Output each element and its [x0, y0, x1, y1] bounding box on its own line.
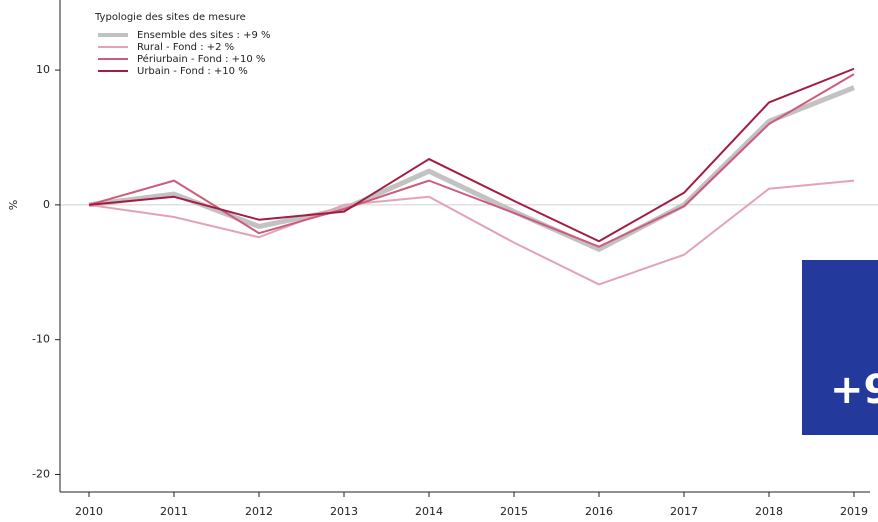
- y-tick-label: 10: [36, 63, 50, 76]
- legend-label: Urbain - Fond : +10 %: [137, 66, 248, 77]
- x-tick-label: 2015: [500, 505, 528, 518]
- x-tick-label: 2016: [585, 505, 613, 518]
- x-tick-label: 2013: [330, 505, 358, 518]
- legend-label: Ensemble des sites : +9 %: [137, 30, 271, 41]
- series-line: [88, 67, 855, 243]
- x-tick-label: 2010: [75, 505, 103, 518]
- series-line: [88, 73, 855, 248]
- legend-title: Typologie des sites de mesure: [94, 12, 246, 23]
- legend-label: Périurbain - Fond : +10 %: [137, 53, 265, 65]
- y-tick-label: -20: [32, 467, 50, 480]
- y-tick-label: -10: [32, 333, 50, 346]
- annotation: +9: [830, 367, 878, 413]
- y-axis-label: %: [7, 200, 20, 210]
- x-tick-label: 2019: [840, 505, 868, 518]
- series-line: [88, 85, 855, 252]
- x-tick-label: 2012: [245, 505, 273, 518]
- x-tick-label: 2011: [160, 505, 188, 518]
- series-line: [88, 179, 855, 286]
- x-tick-label: 2018: [755, 505, 783, 518]
- annotation-box: [802, 260, 878, 435]
- x-tick-label: 2017: [670, 505, 698, 518]
- y-tick-label: 0: [43, 198, 50, 211]
- legend-label: Rural - Fond : +2 %: [137, 42, 234, 53]
- x-tick-label: 2014: [415, 505, 443, 518]
